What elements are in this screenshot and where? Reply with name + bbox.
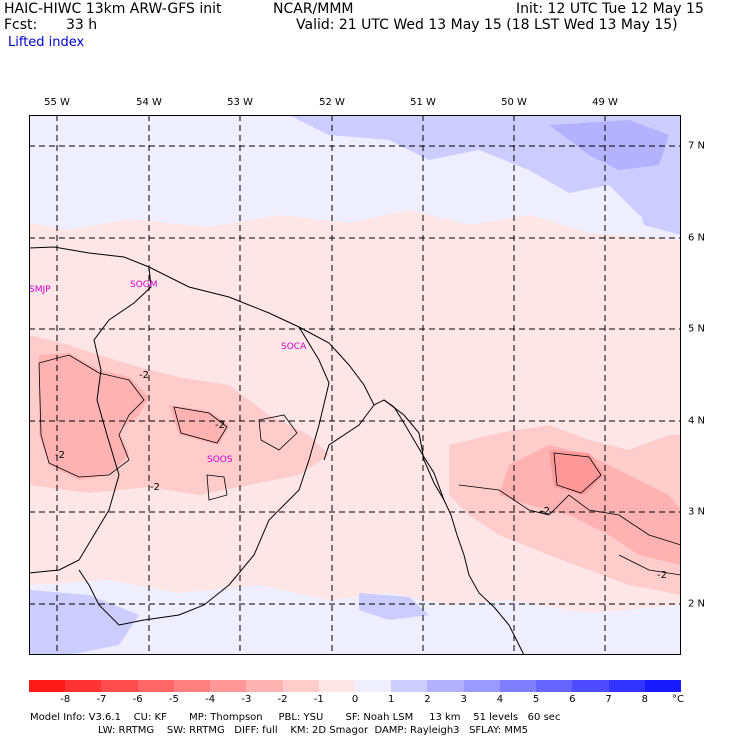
legend-swatch (246, 680, 283, 692)
legend-swatch (173, 680, 211, 692)
contour-label: -2 (657, 570, 667, 581)
lifted-index-contours (38, 354, 681, 576)
legend-swatch (137, 680, 174, 692)
lifted-index-map: -2 -2 -2 -2 -2 -2 SMJP SOGM SOCA SOOS (29, 115, 681, 655)
lat-label: 5 N (688, 323, 706, 335)
legend-tick-label: -7 (96, 694, 107, 705)
legend-swatch (29, 680, 66, 692)
contour-line (553, 452, 602, 494)
legend-swatch (65, 680, 102, 692)
forecast-hour: 33 h (66, 17, 98, 33)
field-name: Lifted index (8, 35, 85, 50)
stable-zone-south (29, 580, 681, 655)
legend-swatch (463, 680, 500, 692)
contour-line (618, 554, 681, 576)
legend-swatch (499, 680, 537, 692)
lon-label: 52 W (319, 97, 345, 108)
border-suriname-guyana (29, 266, 152, 574)
unstable-zone-east-core (499, 445, 681, 565)
lon-label: 53 W (227, 97, 253, 108)
legend-swatch (210, 680, 247, 692)
lat-label: 2 N (688, 598, 706, 610)
legend-tick-label: -6 (132, 694, 143, 705)
contour-label: -2 (540, 506, 550, 517)
legend-tick-label: 0 (351, 694, 359, 705)
legend-tick-label: 2 (424, 694, 431, 705)
legend-tick-label: -5 (168, 694, 179, 705)
lon-label: 55 W (44, 97, 70, 108)
unstable-zone-west-core (39, 353, 149, 480)
lon-label: 51 W (410, 97, 436, 108)
station-label: SMJP (29, 285, 51, 295)
contour-line (258, 414, 298, 451)
lon-label: 50 W (501, 97, 527, 108)
map-frame (29, 115, 681, 655)
contour-line (206, 474, 228, 501)
border-suriname-french-guiana (78, 326, 330, 626)
legend-swatch (572, 680, 609, 692)
legend-tick-label: -8 (60, 694, 71, 705)
valid-time: Valid: 21 UTC Wed 13 May 15 (18 LST Wed … (296, 17, 678, 33)
legend-tick-label: 3 (460, 694, 467, 705)
color-legend (29, 680, 681, 692)
legend-swatch (536, 680, 573, 692)
border-amapa-east (383, 399, 445, 501)
legend-tick-label: 5 (532, 694, 540, 705)
legend-tick-label: 1 (388, 694, 395, 705)
station-label: SOOS (207, 455, 233, 465)
legend-swatch (608, 680, 645, 692)
lat-lon-grid (29, 115, 681, 655)
init-time: Init: 12 UTC Tue 12 May 15 (516, 1, 704, 17)
legend-tick-label: -1 (313, 694, 324, 705)
legend-swatch (427, 680, 464, 692)
contour-label: -2 (150, 482, 160, 493)
contour-label: -2 (55, 450, 65, 461)
stable-zone-south-patch (359, 593, 429, 620)
legend-swatch (391, 680, 428, 692)
border-french-guiana-brazil (323, 404, 375, 461)
unstable-zone-east-max (549, 450, 604, 495)
model-title: HAIC-HIWC 13km ARW-GFS init (4, 1, 222, 17)
station-label: SOCA (281, 342, 307, 352)
contour-line (458, 484, 681, 546)
lat-label: 6 N (688, 232, 706, 244)
legend-tick-label: 4 (496, 694, 504, 705)
legend-tick-label: -3 (241, 694, 252, 705)
unstable-zone-west-patch (169, 405, 229, 445)
forecast-label: Fcst: (4, 17, 38, 33)
lon-label: 49 W (592, 97, 618, 108)
legend-swatch (354, 680, 392, 692)
lat-label: 3 N (688, 506, 706, 518)
contour-label: -2 (215, 420, 225, 431)
legend-tick-label: -2 (277, 694, 288, 705)
stable-zone-north-east (629, 170, 681, 235)
contour-label: -2 (139, 370, 149, 381)
station-label: SOGM (130, 280, 158, 290)
legend-tick-label: 7 (605, 694, 612, 705)
contour-line (38, 354, 145, 478)
model-info-line2: LW: RRTMG SW: RRTMG DIFF: full KM: 2D Sm… (98, 725, 528, 736)
legend-tick-label: 8 (641, 694, 648, 705)
legend-swatch (644, 680, 681, 692)
legend-swatch (318, 680, 355, 692)
legend-swatch (101, 680, 138, 692)
legend-tick-label: 6 (569, 694, 576, 705)
lat-label: 4 N (688, 415, 706, 427)
model-info-line1: Model Info: V3.6.1 CU: KF MP: Thompson P… (30, 712, 561, 723)
model-center: NCAR/MMM (273, 1, 354, 17)
lat-label: 7 N (688, 140, 706, 152)
legend-tick-label: -4 (205, 694, 216, 705)
legend-unit: °C (672, 694, 684, 705)
stable-zone-north-strong (549, 120, 669, 170)
legend-swatch (282, 680, 319, 692)
lon-label: 54 W (136, 97, 162, 108)
contour-line (173, 406, 228, 444)
